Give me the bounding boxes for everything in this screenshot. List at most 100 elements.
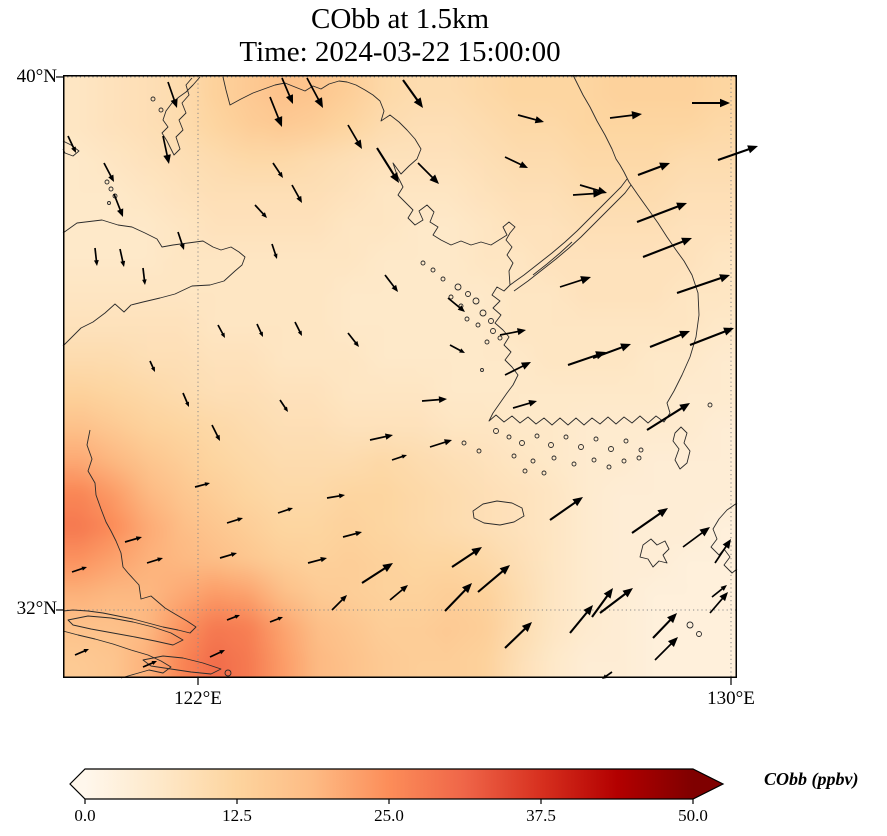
- wind-arrow-shaft: [226, 518, 241, 524]
- wind-arrow-shaft: [306, 77, 321, 104]
- island-outline: [448, 294, 454, 300]
- wind-arrow-shaft: [591, 592, 611, 618]
- wind-arrow-head: [340, 595, 347, 602]
- wind-arrow-shaft: [94, 247, 98, 263]
- wind-arrow-shaft: [429, 440, 449, 448]
- wind-arrow-shaft: [342, 532, 359, 538]
- wind-arrow-shaft: [142, 661, 155, 668]
- wind-arrow-head: [719, 274, 730, 283]
- wind-arrow-head: [517, 328, 526, 336]
- island-outline: [534, 433, 540, 439]
- wind-arrow-head: [723, 327, 734, 336]
- island-outline: [522, 468, 528, 474]
- wind-arrow-shaft: [447, 297, 463, 310]
- wind-arrow-shaft: [444, 586, 469, 612]
- plot-border: [63, 75, 737, 678]
- coastline-kyushu-coast: [710, 502, 738, 574]
- island-outline: [638, 447, 644, 453]
- wind-arrow-shaft: [504, 625, 529, 649]
- wind-arrow-shaft: [714, 543, 729, 564]
- wind-arrow-head: [108, 174, 114, 182]
- wind-arrow-head: [320, 557, 327, 563]
- wind-arrow-head: [71, 146, 76, 153]
- coastline-chongming-island: [67, 615, 184, 646]
- island-outline: [506, 434, 512, 440]
- wind-arrow-shaft: [182, 392, 189, 405]
- wind-arrow-shaft: [682, 529, 706, 548]
- wind-arrow-head: [747, 145, 758, 154]
- island-outline: [707, 402, 713, 408]
- wind-arrow-head: [277, 616, 283, 621]
- wind-arrow-head: [234, 614, 240, 619]
- coastline-han-estuary-channel-1: [509, 178, 628, 286]
- island-outline: [476, 448, 482, 454]
- island-outline: [430, 267, 436, 273]
- coastline-hangzhou-bay-coast: [62, 630, 172, 679]
- wind-arrow-head: [444, 439, 452, 446]
- island-outline: [150, 96, 156, 102]
- wind-arrow-head: [534, 116, 544, 124]
- wind-arrow-head: [283, 406, 288, 412]
- plot-title-line2: Time: 2024-03-22 15:00:00: [239, 36, 561, 68]
- wind-arrow-head: [384, 433, 393, 440]
- island-outline: [493, 428, 499, 434]
- wind-arrow-shaft: [376, 147, 397, 179]
- island-outline: [606, 464, 612, 470]
- wind-arrow-head: [151, 661, 157, 665]
- wind-arrow-shaft: [119, 248, 125, 264]
- wind-arrow-head: [157, 557, 163, 562]
- wind-arrow-head: [413, 97, 423, 108]
- wind-arrow-head: [572, 497, 583, 507]
- wind-arrow-head: [117, 208, 124, 217]
- colorbar-bar: [69, 768, 725, 800]
- wind-arrow-head: [296, 195, 302, 203]
- wind-arrow-head: [354, 139, 362, 149]
- colorbar-tick-label: 0.0: [74, 806, 95, 825]
- wind-arrow-head: [679, 330, 690, 339]
- wind-arrow-shaft: [572, 192, 598, 196]
- colorbar-tick-label: 25.0: [374, 806, 404, 825]
- island-outline: [464, 316, 470, 322]
- wind-arrow-shaft: [71, 567, 85, 573]
- wind-arrow-shaft: [449, 344, 463, 353]
- island-outline: [479, 309, 487, 317]
- wind-arrow-head: [679, 403, 690, 412]
- coastline-zhoushan-island: [142, 655, 222, 675]
- coastline-goto-islands: [639, 538, 670, 568]
- island-outline: [511, 453, 517, 459]
- wind-arrow-head: [583, 605, 593, 616]
- wind-arrow-head: [438, 396, 447, 403]
- wind-arrow-head: [400, 585, 408, 593]
- coastline-tsushima-island: [672, 426, 691, 470]
- wind-arrow-shaft: [512, 401, 533, 409]
- wind-arrow-head: [277, 171, 283, 178]
- coastline-shandong-coast: [62, 219, 246, 347]
- coastline-han-estuary-channel-3: [532, 241, 573, 276]
- island-outline: [440, 276, 446, 282]
- wind-arrow-shaft: [361, 565, 389, 584]
- island-outline: [490, 328, 496, 334]
- island-outline: [551, 455, 557, 461]
- wind-arrow-head: [391, 284, 398, 292]
- coastline-bohai-west-coast: [62, 140, 80, 157]
- wind-arrow-head: [459, 348, 465, 353]
- wind-arrow-shaft: [689, 329, 729, 346]
- wind-arrow-head: [142, 279, 147, 285]
- wind-arrow-shaft: [676, 275, 725, 294]
- wind-arrow-shaft: [269, 96, 281, 122]
- wind-arrow-head: [622, 588, 633, 598]
- coastline-liaoning-korea-mainland: [222, 74, 700, 426]
- wind-arrow-head: [285, 94, 293, 104]
- colorbar-label: CObb (ppbv): [764, 769, 859, 789]
- ytick-label-32n: 32°N: [16, 598, 57, 619]
- wind-arrow-head: [631, 111, 642, 120]
- wind-arrow-shaft: [549, 499, 579, 521]
- wind-arrow-head: [237, 517, 243, 522]
- wind-arrow-shaft: [369, 435, 389, 441]
- wind-arrow-shaft: [294, 321, 302, 334]
- island-outline: [686, 621, 694, 629]
- island-outline: [578, 444, 584, 450]
- wind-arrow-shaft: [649, 332, 685, 348]
- wind-arrow-head: [93, 259, 99, 266]
